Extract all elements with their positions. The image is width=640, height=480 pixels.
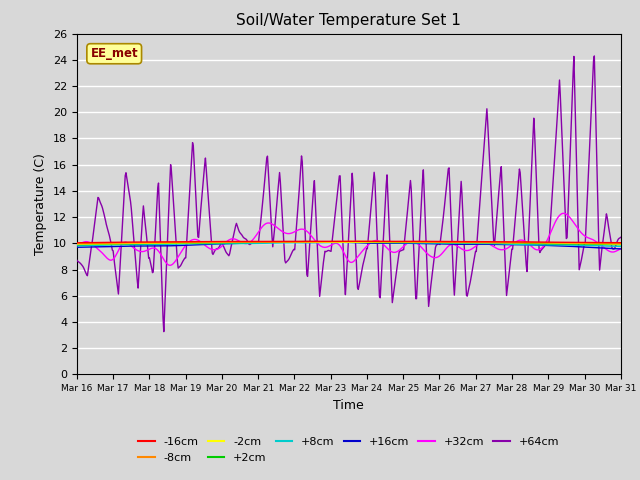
Title: Soil/Water Temperature Set 1: Soil/Water Temperature Set 1 [236,13,461,28]
Y-axis label: Temperature (C): Temperature (C) [35,153,47,255]
X-axis label: Time: Time [333,399,364,412]
Text: EE_met: EE_met [90,47,138,60]
Legend: -16cm, -8cm, -2cm, +2cm, +8cm, +16cm, +32cm, +64cm: -16cm, -8cm, -2cm, +2cm, +8cm, +16cm, +3… [134,433,564,467]
